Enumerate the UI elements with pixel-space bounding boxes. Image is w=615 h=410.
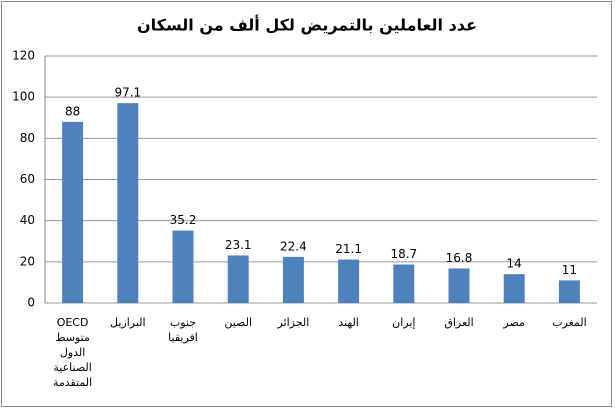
bar: [282, 256, 304, 303]
value-label: 88: [65, 104, 80, 118]
x-tick-label: إيران: [392, 316, 416, 329]
value-label: 97.1: [114, 86, 141, 100]
bar: [393, 264, 415, 303]
x-tick-label: الجزائر: [277, 316, 310, 329]
y-tick-label: 80: [20, 131, 35, 145]
value-label: 35.2: [170, 213, 197, 227]
bar: [338, 259, 360, 303]
y-tick-label: 100: [12, 90, 35, 104]
y-tick-label: 0: [27, 296, 35, 310]
y-tick-label: 120: [12, 49, 35, 63]
value-label: 18.7: [390, 247, 417, 261]
bar: [62, 121, 84, 303]
value-label: 14: [507, 257, 522, 271]
y-tick-label: 20: [20, 254, 35, 268]
x-tick-label: مصر: [503, 316, 525, 329]
bar: [227, 255, 249, 303]
x-tick-label: الصين: [224, 316, 252, 329]
value-label: 21.1: [335, 242, 362, 256]
x-tick-label: العراق: [444, 316, 474, 329]
bar: [172, 230, 194, 303]
bar: [503, 274, 525, 303]
y-tick-label: 40: [20, 213, 35, 227]
x-tick-label: المغرب: [552, 316, 587, 329]
value-label: 23.1: [225, 238, 252, 252]
x-tick-label: جنوب افريقيا: [168, 316, 198, 344]
value-label: 11: [562, 263, 577, 277]
x-tick-label: البرازيل: [110, 316, 146, 329]
bar: [558, 280, 580, 303]
value-label: 22.4: [280, 239, 307, 253]
y-tick-label: 60: [20, 172, 35, 186]
chart-title: عدد العاملين بالتمريض لكل ألف من السكان: [137, 15, 477, 35]
bar: [448, 268, 470, 303]
x-tick-label: OECD متوسط الدول الصناعية المتقدمة: [52, 316, 93, 389]
x-tick-label: الهند: [338, 316, 359, 329]
value-label: 16.8: [446, 251, 473, 265]
bar: [117, 103, 139, 303]
